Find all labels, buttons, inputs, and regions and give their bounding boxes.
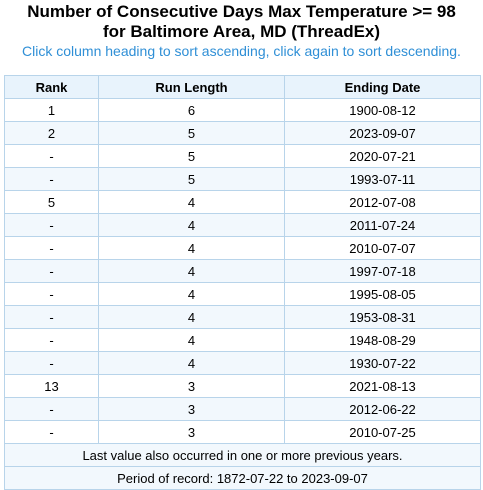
table-row: -4 1953-08-31 — [4, 305, 481, 329]
run-length-cell: 4 — [98, 190, 285, 214]
run-length-cell: 4 — [98, 328, 285, 352]
run-length-cell: 4 — [98, 282, 285, 306]
page-header: Number of Consecutive Days Max Temperatu… — [0, 0, 483, 61]
table-row: -4 1930-07-22 — [4, 351, 481, 375]
table-row: -5 2020-07-21 — [4, 144, 481, 168]
rank-cell: - — [4, 213, 99, 237]
ending-date-cell: 2023-09-07 — [284, 121, 481, 145]
rank-cell: 2 — [4, 121, 99, 145]
ending-date-cell: 2020-07-21 — [284, 144, 481, 168]
run-length-cell: 5 — [98, 121, 285, 145]
ending-date-cell: 2012-07-08 — [284, 190, 481, 214]
rank-cell: - — [4, 328, 99, 352]
rank-cell: - — [4, 167, 99, 191]
ending-date-cell: 2010-07-25 — [284, 420, 481, 444]
period-of-record: Period of record: 1872-07-22 to 2023-09-… — [4, 466, 481, 490]
table-row: 1 6 1900-08-12 — [4, 98, 481, 122]
table-row: -4 1948-08-29 — [4, 328, 481, 352]
rank-cell: 13 — [4, 374, 99, 398]
table-row: -4 1997-07-18 — [4, 259, 481, 283]
ending-date-cell: 1900-08-12 — [284, 98, 481, 122]
table-header-row: Rank Run Length Ending Date — [4, 75, 481, 99]
rank-cell: 1 — [4, 98, 99, 122]
column-header-run-length[interactable]: Run Length — [98, 75, 285, 99]
run-length-cell: 4 — [98, 259, 285, 283]
period-row: Period of record: 1872-07-22 to 2023-09-… — [4, 466, 481, 490]
run-length-cell: 4 — [98, 351, 285, 375]
rank-cell: - — [4, 144, 99, 168]
footnote-row: Last value also occurred in one or more … — [4, 443, 481, 467]
rank-cell: - — [4, 397, 99, 421]
page-title-location: for Baltimore Area, MD (ThreadEx) — [102, 22, 381, 41]
run-length-cell: 3 — [98, 420, 285, 444]
column-header-ending-date[interactable]: Ending Date — [284, 75, 481, 99]
table-row: -4 1995-08-05 — [4, 282, 481, 306]
run-length-cell: 4 — [98, 236, 285, 260]
table-row: -5 1993-07-11 — [4, 167, 481, 191]
sort-hint: Click column heading to sort ascending, … — [22, 43, 461, 59]
table-row: 5 4 2012-07-08 — [4, 190, 481, 214]
table-row: 13 3 2021-08-13 — [4, 374, 481, 398]
ending-date-cell: 2012-06-22 — [284, 397, 481, 421]
run-length-cell: 3 — [98, 374, 285, 398]
ending-date-cell: 1995-08-05 — [284, 282, 481, 306]
ending-date-cell: 2010-07-07 — [284, 236, 481, 260]
table-row: -4 2011-07-24 — [4, 213, 481, 237]
results-table: Rank Run Length Ending Date 1 6 1900-08-12… — [4, 75, 481, 490]
rank-cell: - — [4, 259, 99, 283]
rank-cell: - — [4, 282, 99, 306]
table-row: -3 2010-07-25 — [4, 420, 481, 444]
rank-cell: - — [4, 351, 99, 375]
rank-cell: - — [4, 305, 99, 329]
table-row: 2 5 2023-09-07 — [4, 121, 481, 145]
table-row: -3 2012-06-22 — [4, 397, 481, 421]
ending-date-cell: 1997-07-18 — [284, 259, 481, 283]
ending-date-cell: 1953-08-31 — [284, 305, 481, 329]
run-length-cell: 5 — [98, 144, 285, 168]
column-header-rank[interactable]: Rank — [4, 75, 99, 99]
ending-date-cell: 2011-07-24 — [284, 213, 481, 237]
table-body: 1 6 1900-08-12 2 5 2023-09-07-5 2020-07-21-5 19… — [4, 98, 481, 444]
footnote-text: Last value also occurred in one or more … — [4, 443, 481, 467]
ending-date-cell: 1930-07-22 — [284, 351, 481, 375]
run-length-cell: 3 — [98, 397, 285, 421]
ending-date-cell: 2021-08-13 — [284, 374, 481, 398]
ending-date-cell: 1993-07-11 — [284, 167, 481, 191]
rank-cell: - — [4, 236, 99, 260]
page-title: Number of Consecutive Days Max Temperatu… — [27, 2, 456, 21]
ending-date-cell: 1948-08-29 — [284, 328, 481, 352]
rank-cell: - — [4, 420, 99, 444]
run-length-cell: 4 — [98, 305, 285, 329]
run-length-cell: 6 — [98, 98, 285, 122]
run-length-cell: 4 — [98, 213, 285, 237]
table-row: -4 2010-07-07 — [4, 236, 481, 260]
run-length-cell: 5 — [98, 167, 285, 191]
rank-cell: 5 — [4, 190, 99, 214]
